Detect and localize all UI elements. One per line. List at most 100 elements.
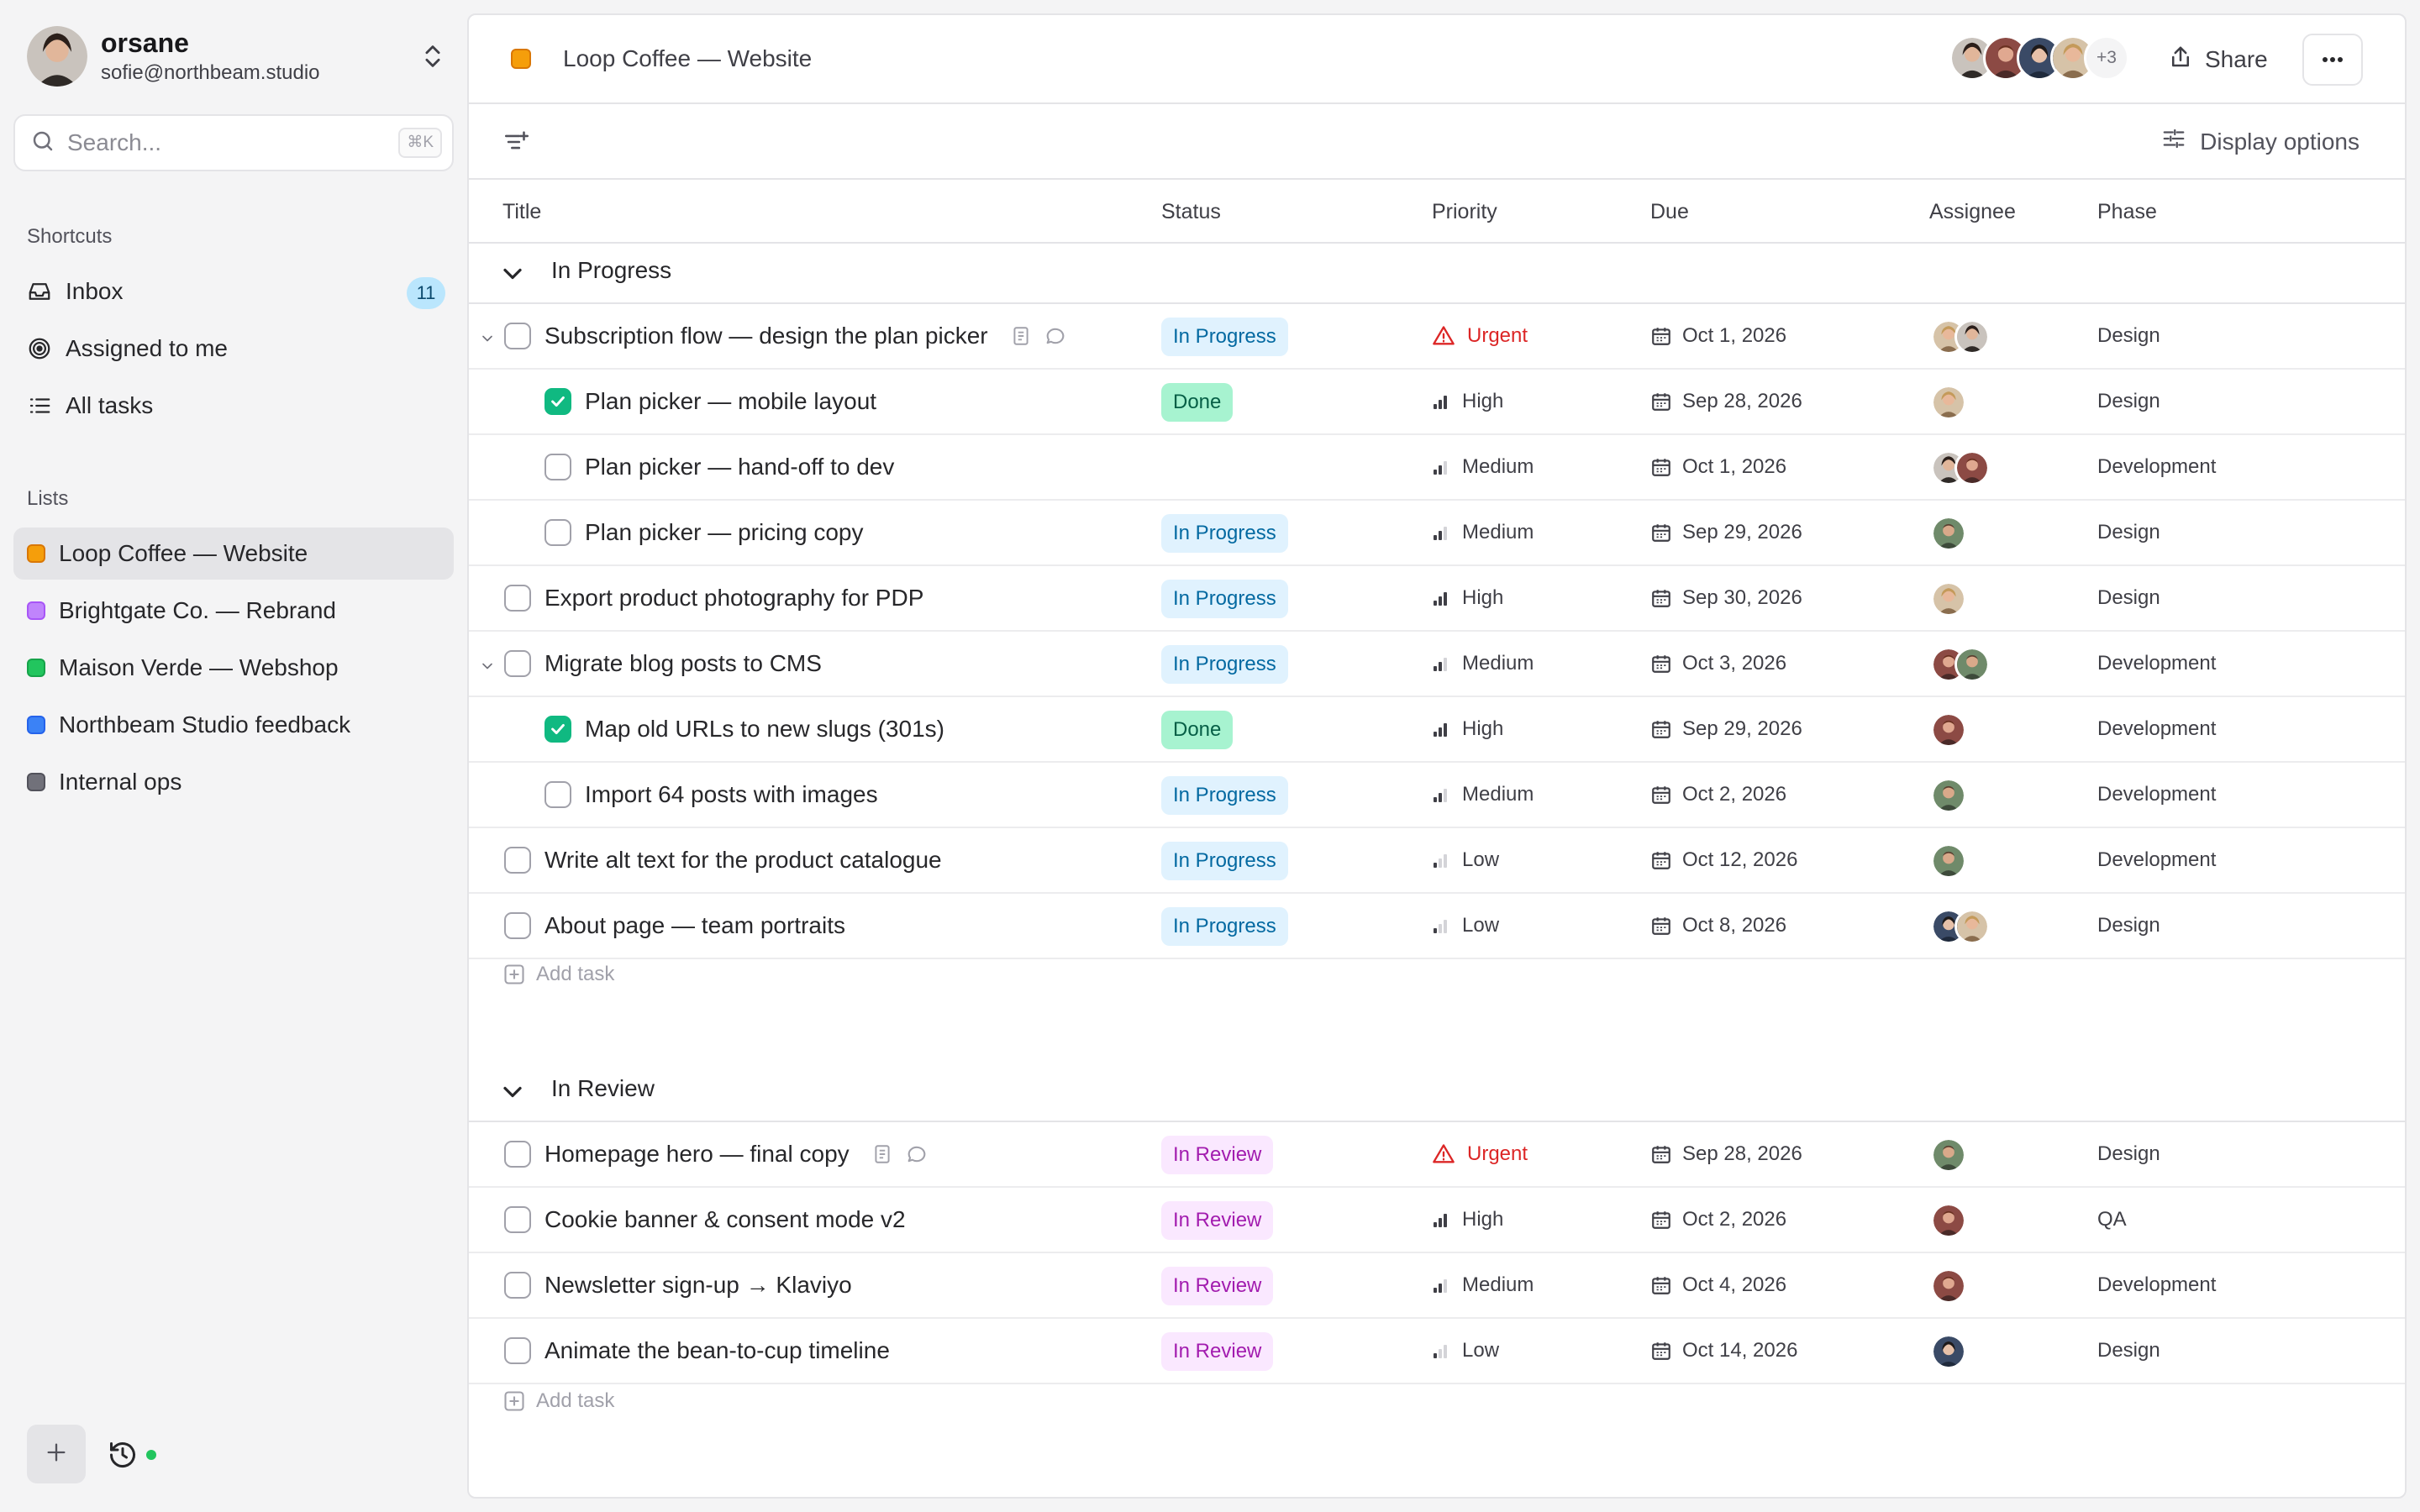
task-title[interactable]: Import 64 posts with images [585,781,878,807]
due-date-cell[interactable]: Oct 2, 2026 [1650,1208,1786,1231]
status-badge[interactable]: In Progress [1161,907,1288,946]
task-title[interactable]: Plan picker — mobile layout [585,388,877,414]
group-header[interactable]: In Progress [469,244,2405,304]
phase-label[interactable]: Design [2097,914,2160,937]
due-date-cell[interactable]: Oct 14, 2026 [1650,1339,1797,1362]
status-badge[interactable]: In Progress [1161,842,1288,880]
status-badge[interactable]: In Review [1161,1267,1274,1305]
table-row[interactable]: Cookie banner & consent mode v2 In Revie… [469,1188,2405,1253]
status-badge[interactable]: In Progress [1161,776,1288,815]
project-members[interactable]: +3 [1949,35,2129,82]
status-badge[interactable]: Done [1161,711,1234,749]
priority-cell[interactable]: High [1432,1208,1503,1231]
priority-cell[interactable]: Medium [1432,455,1534,479]
assignee-cell[interactable] [1931,843,1966,879]
status-badge[interactable]: In Progress [1161,580,1288,618]
assignee-cell[interactable] [1931,647,1990,682]
search-input[interactable]: Search... ⌘K [13,114,454,171]
sidebar-list-maison-verde[interactable]: Maison Verde — Webshop [13,642,454,694]
more-options-button[interactable] [2302,34,2363,86]
table-row[interactable]: Plan picker — mobile layout Done High Se… [469,370,2405,435]
table-row[interactable]: About page — team portraits In Progress … [469,894,2405,959]
priority-cell[interactable]: Low [1432,848,1499,872]
sidebar-list-internal-ops[interactable]: Internal ops [13,756,454,808]
task-checkbox[interactable] [504,1141,531,1168]
due-date-cell[interactable]: Oct 8, 2026 [1650,914,1786,937]
task-checkbox[interactable] [504,323,531,349]
column-title[interactable]: Title [502,200,542,223]
assignee-cell[interactable] [1931,1334,1966,1369]
new-item-button[interactable] [27,1425,86,1483]
status-badge[interactable]: In Review [1161,1201,1274,1240]
priority-cell[interactable]: Urgent [1432,1142,1528,1166]
priority-cell[interactable]: High [1432,717,1503,741]
sidebar-list-brightgate[interactable]: Brightgate Co. — Rebrand [13,585,454,637]
assignee-cell[interactable] [1931,778,1966,813]
assignee-cell[interactable] [1931,385,1966,420]
task-checkbox[interactable] [504,585,531,612]
task-title[interactable]: Newsletter sign-up → Klaviyo [544,1272,852,1298]
priority-cell[interactable]: Medium [1432,1273,1534,1297]
task-title[interactable]: Animate the bean-to-cup timeline [544,1337,890,1363]
column-assignee[interactable]: Assignee [1929,200,2016,223]
task-title[interactable]: Map old URLs to new slugs (301s) [585,716,944,742]
task-checkbox[interactable] [504,1337,531,1364]
display-options-button[interactable]: Display options [2161,126,2360,157]
due-date-cell[interactable]: Oct 3, 2026 [1650,652,1786,675]
priority-cell[interactable]: Medium [1432,521,1534,544]
assignee-cell[interactable] [1931,909,1990,944]
task-checkbox[interactable] [544,716,571,743]
phase-label[interactable]: Development [2097,1273,2217,1296]
task-checkbox[interactable] [504,912,531,939]
task-checkbox[interactable] [504,1272,531,1299]
phase-label[interactable]: Development [2097,717,2217,740]
status-badge[interactable]: In Progress [1161,318,1288,356]
table-row[interactable]: Animate the bean-to-cup timeline In Revi… [469,1319,2405,1384]
due-date-cell[interactable]: Oct 4, 2026 [1650,1273,1786,1297]
task-title[interactable]: Export product photography for PDP [544,585,924,611]
task-checkbox[interactable] [504,650,531,677]
status-badge[interactable]: In Review [1161,1136,1274,1174]
table-row[interactable]: Migrate blog posts to CMS In Progress Me… [469,632,2405,697]
due-date-cell[interactable]: Oct 12, 2026 [1650,848,1797,872]
chevron-down-icon[interactable] [497,1077,528,1111]
due-date-cell[interactable]: Oct 2, 2026 [1650,783,1786,806]
column-due[interactable]: Due [1650,200,1689,223]
status-badge[interactable]: In Progress [1161,645,1288,684]
assignee-cell[interactable] [1931,450,1990,486]
column-priority[interactable]: Priority [1432,200,1497,223]
task-title[interactable]: Cookie banner & consent mode v2 [544,1206,906,1232]
task-title[interactable]: Plan picker — pricing copy [585,519,864,545]
phase-label[interactable]: Design [2097,1339,2160,1362]
task-checkbox[interactable] [544,519,571,546]
phase-label[interactable]: Design [2097,324,2160,347]
assignee-cell[interactable] [1931,1137,1966,1173]
priority-cell[interactable]: Medium [1432,652,1534,675]
assignee-cell[interactable] [1931,1268,1966,1304]
task-checkbox[interactable] [544,388,571,415]
add-task-button[interactable]: Add task [502,963,614,986]
task-checkbox[interactable] [504,1206,531,1233]
table-row[interactable]: Plan picker — pricing copy In Progress M… [469,501,2405,566]
sidebar-list-northbeam[interactable]: Northbeam Studio feedback [13,699,454,751]
add-filter-icon[interactable] [502,128,531,160]
sidebar-item-assigned-to-me[interactable]: Assigned to me [13,323,454,375]
assignee-cell[interactable] [1931,516,1966,551]
table-row[interactable]: Map old URLs to new slugs (301s) Done Hi… [469,697,2405,763]
due-date-cell[interactable]: Sep 29, 2026 [1650,521,1802,544]
due-date-cell[interactable]: Oct 1, 2026 [1650,324,1786,348]
phase-label[interactable]: Design [2097,521,2160,543]
table-row[interactable]: Subscription flow — design the plan pick… [469,304,2405,370]
assignee-cell[interactable] [1931,1203,1966,1238]
column-phase[interactable]: Phase [2097,200,2157,223]
phase-label[interactable]: Development [2097,783,2217,806]
add-task-button[interactable]: Add task [502,1389,614,1413]
account-switcher[interactable]: orsane sofie@northbeam.studio [27,25,447,87]
task-title[interactable]: Homepage hero — final copy [544,1141,850,1167]
history-icon[interactable] [108,1440,138,1470]
table-row[interactable]: Plan picker — hand-off to dev Medium Oct… [469,435,2405,501]
task-checkbox[interactable] [504,847,531,874]
table-row[interactable]: Newsletter sign-up → Klaviyo In Review M… [469,1253,2405,1319]
assignee-cell[interactable] [1931,581,1966,617]
phase-label[interactable]: QA [2097,1208,2127,1231]
